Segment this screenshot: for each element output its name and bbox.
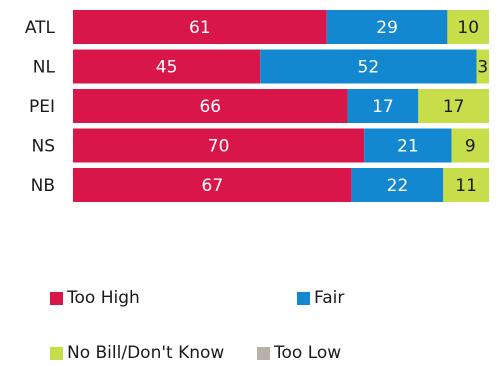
bar-nb-fair [351,168,444,202]
bars [73,10,489,202]
data-label-atl-no-bill-don-t-know: 10 [457,18,479,38]
bar-pei-no-bill-don-t-know [418,89,489,123]
bar-ns-no-bill-don-t-know [451,128,489,163]
bar-nl-too-high [73,49,261,84]
data-label-nb-too-high: 67 [202,176,224,196]
data-label-pei-fair: 17 [372,97,394,117]
legend-item-fair: Fair [297,288,344,308]
legend-swatch-fair [297,291,310,305]
category-label-ns: NS [31,137,55,157]
legend-label-fair: Fair [314,288,345,308]
bar-ns-too-high [73,128,365,163]
bar-atl-too-high [73,10,327,44]
data-label-atl-too-high: 61 [189,18,211,38]
data-label-ns-no-bill-don-t-know: 9 [465,137,476,157]
bar-nb-no-bill-don-t-know [443,168,489,202]
data-labels: 61 29 10 45 52 3 66 17 17 70 21 9 67 22 11 [156,18,488,196]
data-label-ns-too-high: 70 [208,137,230,157]
data-label-pei-no-bill-don-t-know: 17 [443,97,465,117]
data-label-nb-fair: 22 [387,176,409,196]
bar-nl-no-bill-don-t-know [476,49,489,84]
category-label-atl: ATL [25,18,56,38]
bar-pei-too-high [73,89,348,123]
bar-nb-too-high [73,168,352,202]
data-label-ns-fair: 21 [397,137,419,157]
bar-nl-fair [260,49,477,84]
legend-swatch-too-high [50,291,63,305]
data-label-atl-fair: 29 [376,18,398,38]
category-label-nl: NL [33,58,56,78]
bar-ns-fair [364,128,452,163]
data-label-pei-too-high: 66 [199,97,221,117]
category-label-pei: PEI [29,97,55,117]
data-label-nl-fair: 52 [358,58,380,78]
category-labels: ATL NL PEI NS NB [25,18,56,196]
legend-item-too-low: Too Low [257,343,341,363]
legend-swatch-too-low [257,346,270,360]
data-label-nl-too-high: 45 [156,58,178,78]
bar-atl-no-bill-don-t-know [447,10,489,44]
data-label-nb-no-bill-don-t-know: 11 [455,176,477,196]
bar-pei-fair [347,89,419,123]
legend-label-too-low: Too Low [274,343,342,363]
category-label-nb: NB [31,176,55,196]
bar-atl-fair [326,10,448,44]
legend-item-no-bill: No Bill/Don't Know [50,343,224,363]
legend-item-too-high: Too High [50,288,140,308]
legend-swatch-no-bill [50,346,63,360]
legend-label-too-high: Too High [67,288,140,308]
data-label-nl-no-bill-don-t-know: 3 [477,58,488,78]
legend-label-no-bill: No Bill/Don't Know [67,343,225,363]
